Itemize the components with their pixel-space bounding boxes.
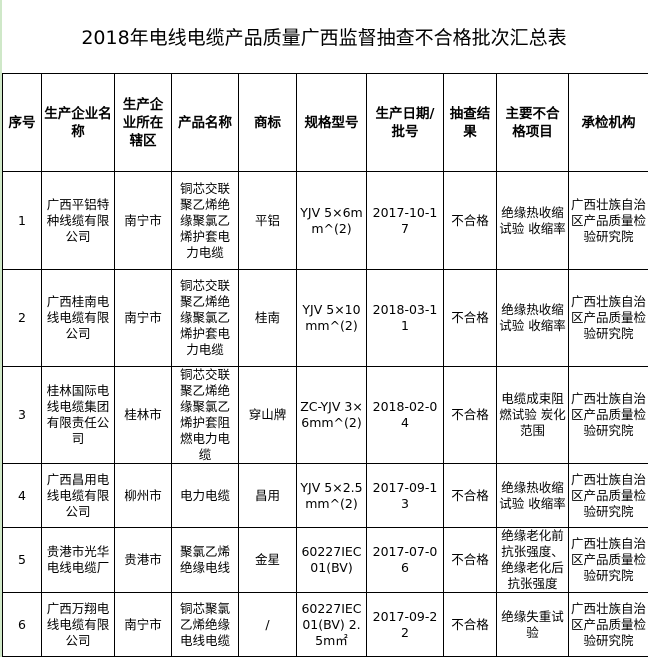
- cell-brand: 穿山牌: [239, 367, 297, 464]
- cell-failed-items: 绝缘热收缩试验 收缩率: [497, 270, 569, 367]
- cell-result: 不合格: [444, 367, 497, 464]
- header-product: 产品名称: [172, 74, 239, 172]
- header-failed-items: 主要不合格项目: [497, 74, 569, 172]
- cell-district: 南宁市: [115, 270, 172, 367]
- cell-inspector: 广西壮族自治区产品质量检验研究院: [569, 593, 648, 657]
- cell-brand: /: [239, 593, 297, 657]
- cell-spec: 60227IEC01(BV): [297, 528, 367, 593]
- cell-result: 不合格: [444, 172, 497, 270]
- cell-date: 2018-02-04: [367, 367, 444, 464]
- cell-spec: 60227IEC01(BV) 2.5m㎡: [297, 593, 367, 657]
- page-title: 2018年电线电缆产品质量广西监督抽查不合格批次汇总表: [0, 0, 648, 73]
- cell-index: 1: [3, 172, 42, 270]
- summary-table: 序号 生产企业名称 生产企业所在辖区 产品名称 商标 规格型号 生产日期/批号 …: [2, 73, 648, 657]
- header-district: 生产企业所在辖区: [115, 74, 172, 172]
- cell-district: 南宁市: [115, 172, 172, 270]
- header-spec: 规格型号: [297, 74, 367, 172]
- cell-result: 不合格: [444, 528, 497, 593]
- table-row: 3桂林国际电线电缆集团有限责任公司桂林市铜芯交联聚乙烯绝缘聚氯乙烯护套阻燃电力电…: [3, 367, 648, 464]
- cell-product: 铜芯交联聚乙烯绝缘聚氯乙烯护套电力电缆: [172, 172, 239, 270]
- cell-product: 铜芯交联聚乙烯绝缘聚氯乙烯护套电力电缆: [172, 270, 239, 367]
- table-row: 1广西平铝特种线缆有限公司南宁市铜芯交联聚乙烯绝缘聚氯乙烯护套电力电缆平铝YJV…: [3, 172, 648, 270]
- cell-product: 铜芯交联聚乙烯绝缘聚氯乙烯护套阻燃电力电缆: [172, 367, 239, 464]
- table-row: 2广西桂南电线电缆有限公司南宁市铜芯交联聚乙烯绝缘聚氯乙烯护套电力电缆桂南YJV…: [3, 270, 648, 367]
- cell-date: 2017-10-17: [367, 172, 444, 270]
- cell-failed-items: 绝缘老化前抗张强度、绝缘老化后抗张强度: [497, 528, 569, 593]
- cell-date: 2017-09-13: [367, 464, 444, 528]
- cell-product: 聚氯乙烯绝缘电线: [172, 528, 239, 593]
- cell-inspector: 广西壮族自治区产品质量检验研究院: [569, 528, 648, 593]
- cell-result: 不合格: [444, 464, 497, 528]
- cell-index: 6: [3, 593, 42, 657]
- header-row: 序号 生产企业名称 生产企业所在辖区 产品名称 商标 规格型号 生产日期/批号 …: [3, 74, 648, 172]
- cell-district: 贵港市: [115, 528, 172, 593]
- cell-date: 2017-07-06: [367, 528, 444, 593]
- header-result: 抽查结果: [444, 74, 497, 172]
- cell-failed-items: 电缆成束阻燃试验 炭化范围: [497, 367, 569, 464]
- cell-result: 不合格: [444, 270, 497, 367]
- cell-index: 3: [3, 367, 42, 464]
- cell-brand: 金星: [239, 528, 297, 593]
- cell-company: 广西万翔电线电缆有限公司: [42, 593, 115, 657]
- header-date: 生产日期/批号: [367, 74, 444, 172]
- cell-failed-items: 绝缘热收缩试验 收缩率: [497, 464, 569, 528]
- cell-failed-items: 绝缘失重试验: [497, 593, 569, 657]
- table-row: 5贵港市光华电线电缆厂贵港市聚氯乙烯绝缘电线金星60227IEC01(BV)20…: [3, 528, 648, 593]
- cell-district: 桂林市: [115, 367, 172, 464]
- cell-company: 贵港市光华电线电缆厂: [42, 528, 115, 593]
- cell-spec: YJV 5×2.5mm^(2): [297, 464, 367, 528]
- cell-brand: 平铝: [239, 172, 297, 270]
- cell-index: 4: [3, 464, 42, 528]
- cell-inspector: 广西壮族自治区产品质量检验研究院: [569, 172, 648, 270]
- cell-company: 广西平铝特种线缆有限公司: [42, 172, 115, 270]
- cell-company: 广西桂南电线电缆有限公司: [42, 270, 115, 367]
- header-inspector: 承检机构: [569, 74, 648, 172]
- header-company: 生产企业名称: [42, 74, 115, 172]
- cell-spec: YJV 5×6mm^(2): [297, 172, 367, 270]
- cell-inspector: 广西壮族自治区产品质量检验研究院: [569, 464, 648, 528]
- cell-date: 2017-09-22: [367, 593, 444, 657]
- cell-inspector: 广西壮族自治区产品质量检验研究院: [569, 270, 648, 367]
- cell-date: 2018-03-11: [367, 270, 444, 367]
- cell-company: 广西昌用电线电缆有限公司: [42, 464, 115, 528]
- cell-company: 桂林国际电线电缆集团有限责任公司: [42, 367, 115, 464]
- cell-index: 2: [3, 270, 42, 367]
- cell-spec: ZC-YJV 3×6mm^(2): [297, 367, 367, 464]
- cell-result: 不合格: [444, 593, 497, 657]
- cell-district: 柳州市: [115, 464, 172, 528]
- cell-brand: 昌用: [239, 464, 297, 528]
- cell-district: 南宁市: [115, 593, 172, 657]
- table-row: 4广西昌用电线电缆有限公司柳州市电力电缆昌用YJV 5×2.5mm^(2)201…: [3, 464, 648, 528]
- cell-product: 电力电缆: [172, 464, 239, 528]
- cell-failed-items: 绝缘热收缩试验 收缩率: [497, 172, 569, 270]
- cell-inspector: 广西壮族自治区产品质量检验研究院: [569, 367, 648, 464]
- header-index: 序号: [3, 74, 42, 172]
- header-brand: 商标: [239, 74, 297, 172]
- cell-index: 5: [3, 528, 42, 593]
- cell-brand: 桂南: [239, 270, 297, 367]
- cell-product: 铜芯聚氯乙烯绝缘电线电缆: [172, 593, 239, 657]
- cell-spec: YJV 5×10mm^(2): [297, 270, 367, 367]
- table-row: 6广西万翔电线电缆有限公司南宁市铜芯聚氯乙烯绝缘电线电缆/60227IEC01(…: [3, 593, 648, 657]
